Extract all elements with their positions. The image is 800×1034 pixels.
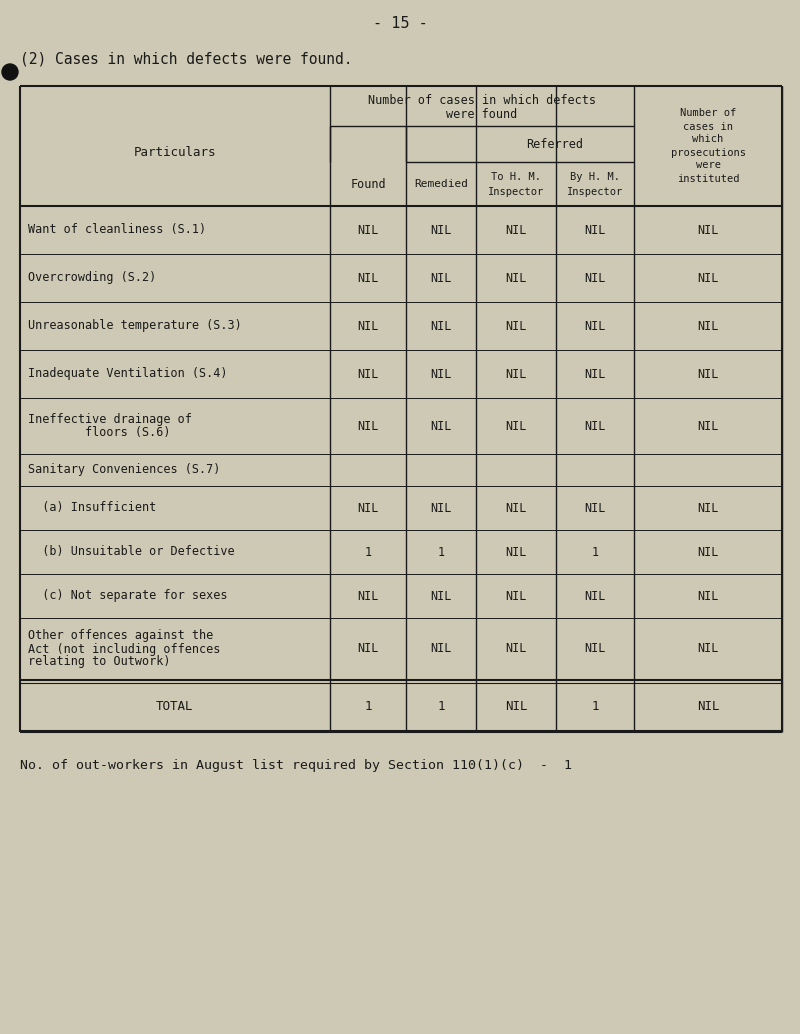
Text: Ineffective drainage of: Ineffective drainage of [28,413,192,426]
Text: NIL: NIL [430,367,452,381]
Text: NIL: NIL [698,367,718,381]
Text: Inspector: Inspector [488,187,544,197]
Text: (b) Unsuitable or Defective: (b) Unsuitable or Defective [28,546,234,558]
Text: Unreasonable temperature (S.3): Unreasonable temperature (S.3) [28,320,242,333]
Text: NIL: NIL [430,642,452,656]
Text: Number of: Number of [680,109,736,119]
Text: NIL: NIL [358,320,378,333]
Text: NIL: NIL [430,420,452,432]
Text: NIL: NIL [430,320,452,333]
Text: 1: 1 [438,546,445,558]
Text: relating to Outwork): relating to Outwork) [28,656,170,669]
Text: NIL: NIL [506,501,526,515]
Text: NIL: NIL [506,546,526,558]
Text: By H. M.: By H. M. [570,172,620,182]
Text: Remedied: Remedied [414,179,468,189]
Text: NIL: NIL [358,501,378,515]
Text: Act (not including offences: Act (not including offences [28,642,220,656]
Text: NIL: NIL [698,642,718,656]
Text: NIL: NIL [697,700,719,713]
Text: prosecutions: prosecutions [670,148,746,157]
Text: Other offences against the: Other offences against the [28,630,214,642]
Text: 1: 1 [591,546,598,558]
Text: NIL: NIL [506,223,526,237]
Text: NIL: NIL [506,272,526,284]
Text: NIL: NIL [584,420,606,432]
Text: No. of out-workers in August list required by Section 110(1)(c)  -  1: No. of out-workers in August list requir… [20,760,572,772]
Text: were found: were found [446,109,518,122]
Text: instituted: instituted [677,174,739,183]
Text: NIL: NIL [430,223,452,237]
Text: NIL: NIL [506,420,526,432]
Text: (a) Insufficient: (a) Insufficient [28,501,156,515]
Text: Want of cleanliness (S.1): Want of cleanliness (S.1) [28,223,206,237]
Text: 1: 1 [438,700,445,713]
Text: NIL: NIL [430,589,452,603]
Text: NIL: NIL [506,320,526,333]
Text: NIL: NIL [506,642,526,656]
Text: Number of cases in which defects: Number of cases in which defects [368,94,596,108]
Text: 1: 1 [365,546,371,558]
Text: NIL: NIL [698,320,718,333]
Text: Inadequate Ventilation (S.4): Inadequate Ventilation (S.4) [28,367,227,381]
Text: 1: 1 [364,700,372,713]
Text: NIL: NIL [698,589,718,603]
Text: NIL: NIL [358,589,378,603]
Text: NIL: NIL [584,642,606,656]
Text: NIL: NIL [698,272,718,284]
Text: Sanitary Conveniences (S.7): Sanitary Conveniences (S.7) [28,463,220,477]
Text: To H. M.: To H. M. [491,172,541,182]
Text: cases in: cases in [683,122,733,131]
Text: NIL: NIL [584,367,606,381]
Text: floors (S.6): floors (S.6) [28,426,170,439]
Text: TOTAL: TOTAL [156,700,194,713]
Text: NIL: NIL [358,272,378,284]
Text: 1: 1 [591,700,598,713]
Text: NIL: NIL [358,642,378,656]
Text: (c) Not separate for sexes: (c) Not separate for sexes [28,589,227,603]
Text: Particulars: Particulars [134,146,216,158]
Text: NIL: NIL [506,589,526,603]
Text: NIL: NIL [584,589,606,603]
Text: NIL: NIL [584,501,606,515]
Text: NIL: NIL [584,320,606,333]
Text: Referred: Referred [526,138,583,151]
Text: Overcrowding (S.2): Overcrowding (S.2) [28,272,156,284]
Text: NIL: NIL [698,223,718,237]
Text: NIL: NIL [430,501,452,515]
Text: NIL: NIL [584,272,606,284]
Text: NIL: NIL [430,272,452,284]
Text: NIL: NIL [358,367,378,381]
Text: NIL: NIL [358,223,378,237]
Text: - 15 -: - 15 - [373,17,427,31]
Text: NIL: NIL [506,367,526,381]
Text: were: were [695,160,721,171]
Text: which: which [692,134,724,145]
Circle shape [2,64,18,80]
Text: (2) Cases in which defects were found.: (2) Cases in which defects were found. [20,52,353,66]
Text: NIL: NIL [358,420,378,432]
Text: NIL: NIL [698,501,718,515]
Text: NIL: NIL [698,546,718,558]
Text: NIL: NIL [584,223,606,237]
Text: NIL: NIL [698,420,718,432]
Text: Inspector: Inspector [567,187,623,197]
Text: NIL: NIL [505,700,527,713]
Text: Found: Found [350,178,386,190]
